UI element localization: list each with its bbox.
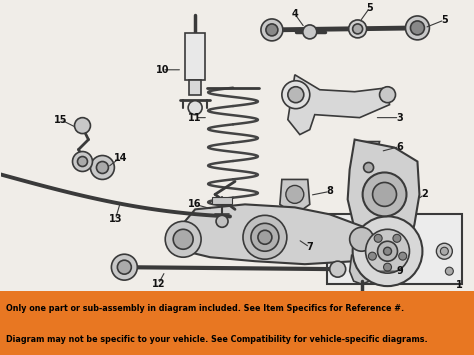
Circle shape: [286, 185, 304, 203]
Circle shape: [364, 163, 374, 173]
Text: 2: 2: [421, 190, 428, 200]
Text: 7: 7: [306, 242, 313, 252]
Circle shape: [74, 118, 91, 133]
Text: 9: 9: [396, 266, 403, 276]
Text: 16: 16: [188, 200, 202, 209]
Circle shape: [91, 155, 114, 179]
Text: 6: 6: [396, 142, 403, 152]
Circle shape: [363, 173, 407, 216]
Circle shape: [165, 221, 201, 257]
Text: 11: 11: [188, 113, 202, 122]
Circle shape: [378, 241, 398, 261]
Circle shape: [368, 252, 376, 260]
Text: 10: 10: [155, 65, 169, 75]
Text: 15: 15: [54, 115, 67, 125]
Circle shape: [73, 152, 92, 171]
Circle shape: [118, 260, 131, 274]
Text: Diagram may not be specific to your vehicle. See Compatibility for vehicle-speci: Diagram may not be specific to your vehi…: [6, 334, 428, 344]
Circle shape: [440, 247, 448, 255]
FancyBboxPatch shape: [0, 291, 474, 355]
Text: 12: 12: [152, 279, 165, 289]
Text: 5: 5: [366, 3, 373, 13]
Polygon shape: [280, 179, 310, 211]
Circle shape: [374, 234, 382, 242]
Circle shape: [173, 229, 193, 249]
Circle shape: [437, 243, 452, 259]
Circle shape: [251, 223, 279, 251]
Circle shape: [410, 21, 424, 35]
Circle shape: [261, 19, 283, 41]
Circle shape: [405, 16, 429, 40]
Circle shape: [243, 215, 287, 259]
Circle shape: [330, 261, 346, 277]
Circle shape: [288, 87, 304, 103]
Circle shape: [380, 87, 395, 103]
Circle shape: [393, 234, 401, 242]
Text: 5: 5: [441, 15, 448, 25]
Text: 14: 14: [114, 153, 127, 163]
Circle shape: [96, 162, 109, 174]
Circle shape: [373, 182, 397, 206]
Polygon shape: [347, 140, 419, 257]
Circle shape: [188, 101, 202, 115]
Text: Only one part or sub-assembly in diagram included. See Item Specifics for Refere: Only one part or sub-assembly in diagram…: [6, 304, 404, 313]
Circle shape: [446, 267, 453, 275]
FancyBboxPatch shape: [327, 214, 462, 284]
Text: 1: 1: [456, 280, 463, 290]
Polygon shape: [189, 80, 201, 95]
Text: 13: 13: [109, 214, 122, 224]
Text: 4: 4: [292, 9, 298, 19]
Polygon shape: [357, 142, 380, 158]
Circle shape: [365, 229, 410, 273]
Circle shape: [258, 230, 272, 244]
Circle shape: [399, 252, 407, 260]
Circle shape: [216, 215, 228, 227]
Circle shape: [353, 24, 363, 34]
Polygon shape: [288, 75, 390, 135]
Circle shape: [266, 24, 278, 36]
Polygon shape: [175, 204, 380, 264]
Text: 8: 8: [326, 186, 333, 196]
Circle shape: [350, 227, 374, 251]
Circle shape: [111, 254, 137, 280]
Circle shape: [383, 247, 392, 255]
Circle shape: [77, 157, 88, 166]
Circle shape: [383, 263, 392, 271]
Circle shape: [303, 25, 317, 39]
Circle shape: [282, 81, 310, 109]
Polygon shape: [212, 197, 232, 204]
Polygon shape: [185, 33, 205, 80]
Polygon shape: [350, 255, 374, 284]
Circle shape: [353, 216, 422, 286]
Circle shape: [349, 20, 366, 38]
Text: 3: 3: [396, 113, 403, 122]
